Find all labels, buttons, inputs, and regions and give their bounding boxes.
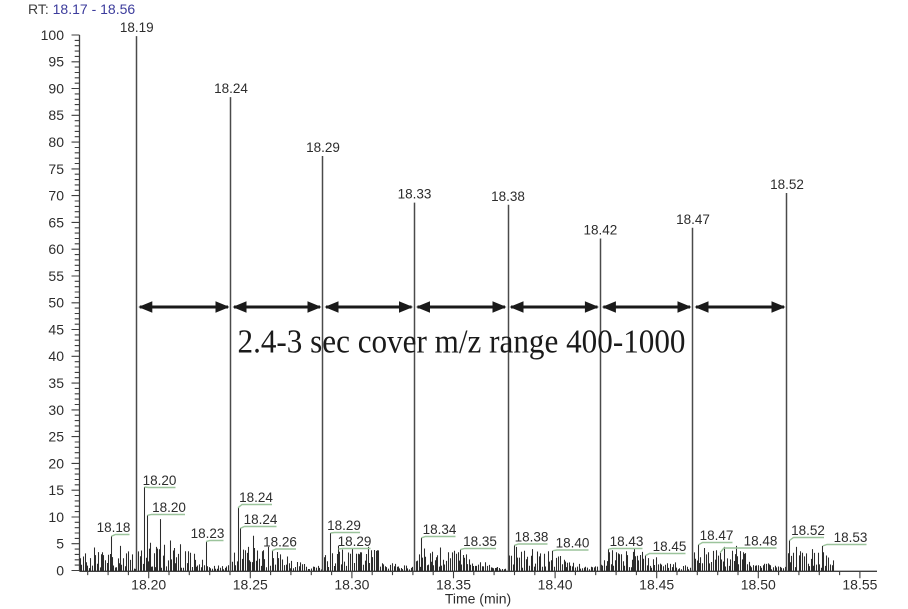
svg-text:18.25: 18.25 [233, 577, 268, 593]
svg-text:18.50: 18.50 [741, 577, 776, 593]
svg-text:60: 60 [48, 241, 64, 257]
svg-text:Time (min): Time (min) [445, 591, 511, 607]
svg-text:18.38: 18.38 [515, 530, 549, 545]
svg-text:18.52: 18.52 [791, 523, 825, 538]
svg-text:18.23: 18.23 [191, 526, 225, 541]
svg-text:18.33: 18.33 [398, 187, 432, 202]
svg-text:50: 50 [48, 295, 64, 311]
svg-text:18.29: 18.29 [327, 518, 361, 533]
svg-text:18.35: 18.35 [436, 577, 471, 593]
svg-text:75: 75 [48, 161, 64, 177]
svg-text:15: 15 [48, 482, 64, 498]
svg-text:30: 30 [48, 402, 64, 418]
svg-text:18.35: 18.35 [463, 534, 497, 549]
svg-text:85: 85 [48, 107, 64, 123]
svg-text:18.20: 18.20 [131, 577, 166, 593]
svg-text:65: 65 [48, 214, 64, 230]
svg-text:RT: 18.17 - 18.56: RT: 18.17 - 18.56 [28, 1, 135, 17]
svg-text:18.42: 18.42 [584, 223, 618, 238]
svg-text:18.24: 18.24 [214, 81, 248, 96]
svg-text:18.38: 18.38 [491, 189, 525, 204]
svg-text:80: 80 [48, 134, 64, 150]
svg-text:10: 10 [48, 509, 64, 525]
svg-text:18.45: 18.45 [639, 577, 674, 593]
svg-text:18.48: 18.48 [744, 534, 778, 549]
svg-text:18.47: 18.47 [700, 528, 734, 543]
svg-text:45: 45 [48, 321, 64, 337]
svg-text:18.52: 18.52 [770, 177, 804, 192]
svg-text:100: 100 [41, 27, 65, 43]
svg-text:18.29: 18.29 [338, 534, 372, 549]
svg-text:18.47: 18.47 [676, 212, 710, 227]
svg-text:18.29: 18.29 [306, 140, 340, 155]
svg-text:18.18: 18.18 [97, 520, 131, 535]
svg-text:18.24: 18.24 [244, 512, 278, 527]
svg-text:35: 35 [48, 375, 64, 391]
svg-text:18.20: 18.20 [152, 500, 186, 515]
svg-text:18.45: 18.45 [653, 539, 687, 554]
svg-text:2.4-3 sec cover m/z range 400-: 2.4-3 sec cover m/z range 400-1000 [238, 324, 686, 361]
svg-text:95: 95 [48, 54, 64, 70]
svg-text:18.26: 18.26 [263, 535, 297, 550]
svg-text:18.34: 18.34 [423, 522, 457, 537]
svg-text:18.19: 18.19 [120, 20, 154, 35]
svg-text:18.43: 18.43 [610, 534, 644, 549]
svg-text:18.55: 18.55 [842, 577, 877, 593]
svg-text:0: 0 [56, 562, 64, 578]
svg-text:55: 55 [48, 268, 64, 284]
svg-text:18.40: 18.40 [538, 577, 573, 593]
svg-text:5: 5 [56, 536, 64, 552]
svg-text:18.30: 18.30 [334, 577, 369, 593]
svg-text:40: 40 [48, 348, 64, 364]
svg-text:18.24: 18.24 [239, 490, 273, 505]
svg-text:18.53: 18.53 [834, 530, 868, 545]
svg-text:20: 20 [48, 455, 64, 471]
svg-text:25: 25 [48, 429, 64, 445]
svg-text:70: 70 [48, 188, 64, 204]
svg-text:18.20: 18.20 [143, 473, 177, 488]
svg-text:90: 90 [48, 80, 64, 96]
svg-text:18.40: 18.40 [556, 536, 590, 551]
